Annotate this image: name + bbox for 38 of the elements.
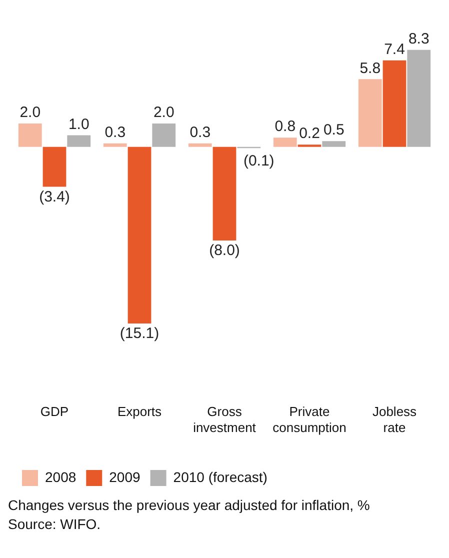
data-label: 2.0 <box>20 104 41 122</box>
data-label: 0.2 <box>299 125 320 142</box>
x-tick-label: Jobless rate <box>372 404 418 435</box>
text: Changes versus the previous year adjusted for inflation, % <box>8 496 371 515</box>
x-tick-label: GDP <box>40 404 69 420</box>
data-label: 2.0 <box>153 104 174 122</box>
x-tick-label: Exports <box>117 404 162 420</box>
bar <box>42 146 66 187</box>
bar <box>358 79 382 147</box>
x-tick-label: Private consumption <box>272 404 346 435</box>
legend-label: 2009 <box>109 468 141 485</box>
bar <box>67 135 91 147</box>
data-label: 0.3 <box>104 124 126 142</box>
bar <box>273 138 297 147</box>
data-label: 8.3 <box>408 30 430 48</box>
data-label: (0.1) <box>243 152 274 170</box>
data-label: 7.4 <box>384 41 405 58</box>
legend-label: 2010 (forecast) <box>173 468 268 485</box>
legend-label: 2008 <box>45 468 76 485</box>
bar <box>18 124 42 147</box>
bar <box>152 124 176 147</box>
bar <box>188 143 212 147</box>
bar <box>382 60 406 147</box>
source-note: Source: WIFO. <box>8 515 102 534</box>
data-label: 0.5 <box>323 122 344 139</box>
data-label: 1.0 <box>68 116 90 133</box>
data-label: 0.3 <box>190 124 211 142</box>
data-label: (15.1) <box>120 325 160 342</box>
x-tick-label: Gross investment <box>193 404 256 435</box>
data-label: (3.4) <box>39 188 70 206</box>
data-label: 0.8 <box>274 118 296 136</box>
data-label: 5.8 <box>360 60 381 77</box>
bar <box>212 146 236 240</box>
bar <box>322 141 346 147</box>
bar <box>128 146 152 324</box>
data-label: (8.0) <box>209 242 240 260</box>
bar <box>407 50 431 147</box>
bar <box>103 143 127 147</box>
